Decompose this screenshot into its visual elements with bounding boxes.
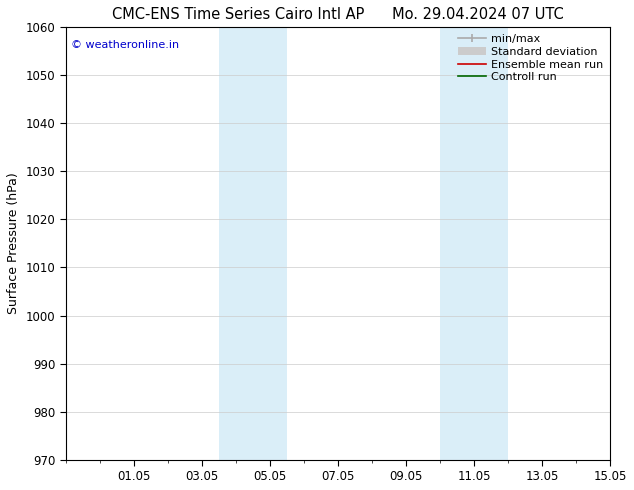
Legend: min/max, Standard deviation, Ensemble mean run, Controll run: min/max, Standard deviation, Ensemble me…: [454, 29, 608, 87]
Text: © weatheronline.in: © weatheronline.in: [71, 40, 179, 50]
Y-axis label: Surface Pressure (hPa): Surface Pressure (hPa): [7, 172, 20, 314]
Bar: [440, 27, 508, 460]
Title: CMC-ENS Time Series Cairo Intl AP      Mo. 29.04.2024 07 UTC: CMC-ENS Time Series Cairo Intl AP Mo. 29…: [112, 7, 564, 22]
Bar: [219, 27, 287, 460]
